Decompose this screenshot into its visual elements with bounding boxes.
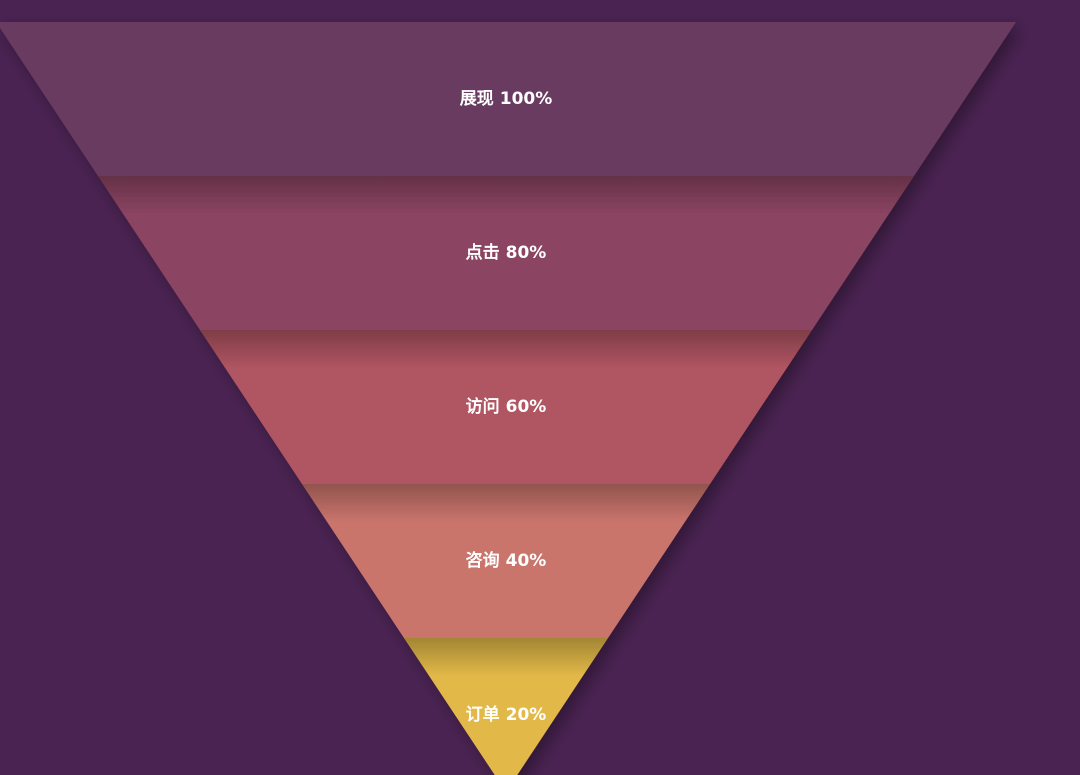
segment-label: 咨询 40% xyxy=(466,550,547,571)
category-label: 订单 xyxy=(466,704,500,725)
funnel xyxy=(0,22,1016,775)
segment-label: 订单 20% xyxy=(466,704,547,725)
category-label: 点击 xyxy=(466,242,500,263)
value-label: 60% xyxy=(506,397,547,417)
value-label: 80% xyxy=(506,243,547,263)
funnel-segment xyxy=(0,22,1016,176)
value-label: 100% xyxy=(500,89,553,109)
category-label: 展现 xyxy=(460,89,494,109)
segment-label: 展现 100% xyxy=(460,89,553,109)
segment-shade xyxy=(98,176,914,330)
value-label: 40% xyxy=(506,551,547,571)
value-label: 20% xyxy=(506,705,547,725)
segment-shade xyxy=(200,330,812,484)
category-label: 咨询 xyxy=(466,550,500,571)
category-label: 访问 xyxy=(466,396,500,417)
segment-label: 点击 80% xyxy=(466,242,547,263)
segment-label: 访问 60% xyxy=(466,396,547,417)
segment-shade xyxy=(404,638,608,775)
segment-shade xyxy=(302,484,710,638)
